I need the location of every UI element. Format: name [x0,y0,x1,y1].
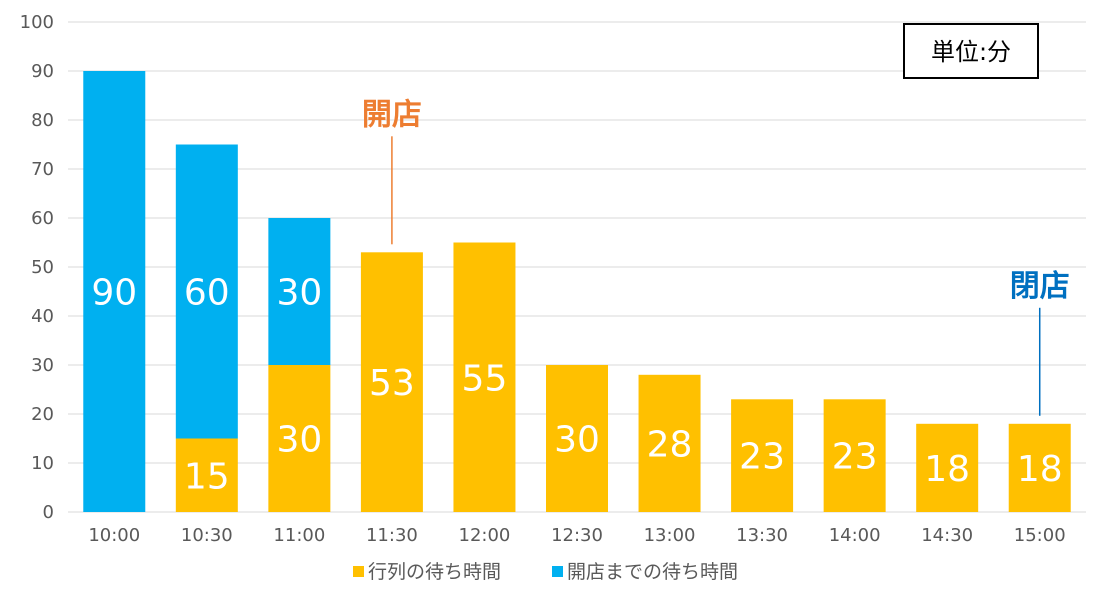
bar-value-label: 53 [369,363,415,404]
bar [731,399,794,512]
x-tick-label: 12:30 [551,525,603,546]
y-tick-label: 70 [31,159,54,180]
x-tick-label: 13:30 [736,525,788,546]
bar [1008,423,1071,512]
bar-value-label: 18 [924,449,970,490]
x-tick-label: 10:00 [88,525,140,546]
unit-box: 単位:分 [903,23,1039,79]
bar [175,144,238,439]
legend: 行列の待ち時間 開店までの待ち時間 [353,561,738,583]
bar [83,71,146,512]
y-tick-label: 80 [31,110,54,131]
bar [175,438,238,512]
legend-label: 行列の待ち時間 [368,561,501,583]
bar-value-label: 60 [184,273,230,314]
bar-value-label: 55 [462,358,508,399]
bar [638,374,701,512]
y-tick-label: 20 [31,404,54,425]
bar [453,242,516,512]
bars: 90 15 60 30 30 53 55 30 28 23 23 18 18 [83,71,1071,513]
bar [546,365,608,512]
y-tick-label: 60 [31,208,54,229]
bar-value-label: 30 [276,420,322,461]
x-tick-label: 14:00 [829,525,881,546]
legend-label: 開店までの待ち時間 [567,561,738,583]
legend-swatch [552,566,563,577]
x-tick-label: 10:30 [181,525,233,546]
y-tick-label: 0 [43,502,54,523]
unit-label: 単位:分 [931,38,1011,66]
bar [268,365,331,512]
bar-value-label: 30 [276,273,322,314]
x-tick-label: 13:00 [644,525,696,546]
bar-value-label: 30 [554,420,600,461]
y-tick-label: 10 [31,453,54,474]
bar [823,399,886,512]
bar-value-label: 23 [739,437,785,478]
bar-value-label: 18 [1017,449,1063,490]
x-tick-label: 15:00 [1014,525,1066,546]
x-tick-label: 12:00 [459,525,511,546]
bar-value-label: 28 [647,424,693,465]
x-tick-label: 14:30 [921,525,973,546]
legend-swatch [353,566,364,577]
y-tick-label: 100 [20,12,54,33]
bar-value-label: 90 [91,273,137,314]
ticks: 0 10 20 30 40 50 60 70 80 90 100 10:00 10:30 11:00 11:… [20,12,1066,546]
y-tick-label: 50 [31,257,54,278]
bar [916,423,979,512]
y-tick-label: 30 [31,355,54,376]
callout-label: 閉店 [1010,269,1070,304]
y-tick-label: 90 [31,61,54,82]
y-tick-label: 40 [31,306,54,327]
bar [268,218,331,365]
x-tick-label: 11:30 [366,525,418,546]
bar-value-label: 15 [184,456,230,497]
callout-label: 開店 [362,97,422,132]
bar-value-label: 23 [832,437,878,478]
bar [360,252,423,513]
x-tick-label: 11:00 [273,525,325,546]
